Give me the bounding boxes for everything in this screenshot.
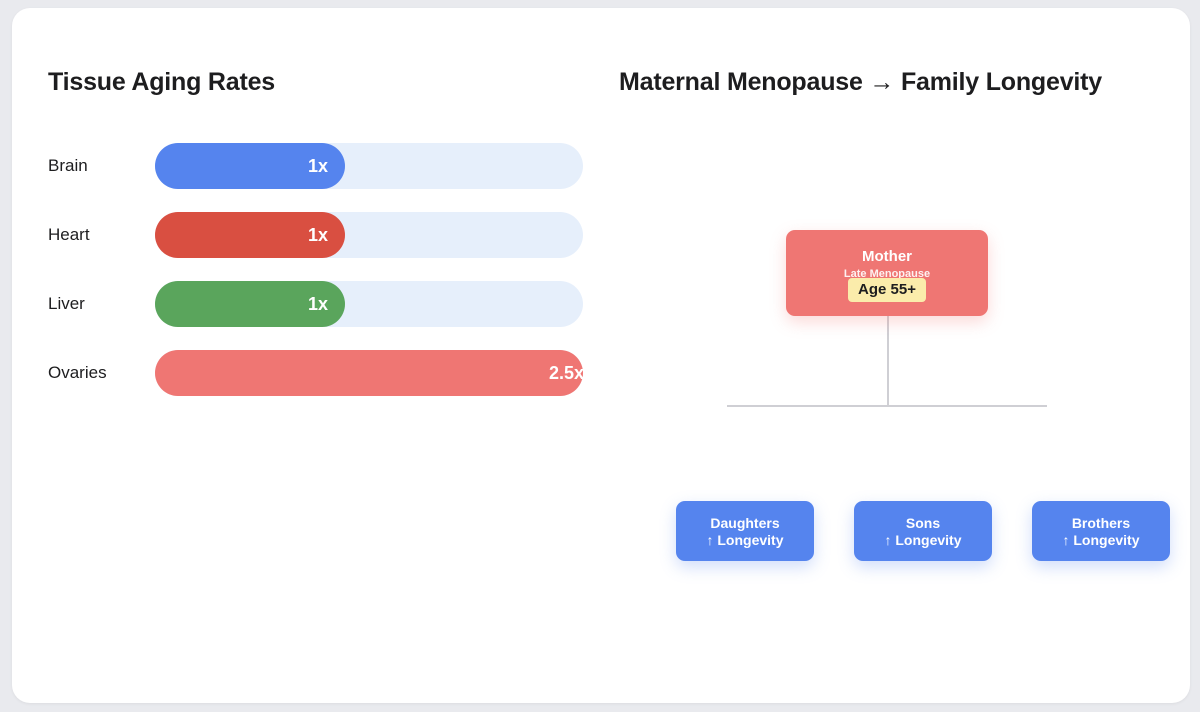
bar-row-heart: Heart 1x <box>48 212 583 258</box>
connector-vertical <box>887 314 889 406</box>
bar-value: 2.5x <box>548 363 584 383</box>
bar-value: 1x <box>307 156 328 176</box>
age-badge: Age 55+ <box>848 278 926 302</box>
child-title: Brothers <box>1071 515 1131 531</box>
child-title: Daughters <box>710 515 780 531</box>
bar-label: Brain <box>48 156 88 175</box>
child-effect: ↑ Longevity <box>1062 532 1140 548</box>
bar-label: Heart <box>48 225 90 244</box>
daughters-node: Daughters ↑ Longevity <box>676 501 814 561</box>
bar-track: 1x <box>155 143 583 189</box>
mother-title: Mother <box>862 248 912 265</box>
bar-value: 1x <box>307 294 328 314</box>
bar-row-liver: Liver 1x <box>48 281 583 327</box>
child-title: Sons <box>905 515 941 531</box>
bar-fill-heart: 1x <box>155 212 345 258</box>
bar-label: Liver <box>48 294 85 313</box>
mother-subtitle: Late Menopause <box>843 268 931 280</box>
bar-value: 1x <box>307 225 328 245</box>
family-longevity-title: Maternal Menopause → Family Longevity <box>619 68 1102 96</box>
sons-node: Sons ↑ Longevity <box>854 501 992 561</box>
bar-track: 1x <box>155 281 583 327</box>
mother-node: Mother Late Menopause Age 55+ <box>786 230 988 316</box>
tissue-aging-title: Tissue Aging Rates <box>48 68 276 96</box>
bar-track: 2.5x <box>155 350 584 396</box>
bar-row-brain: Brain 1x <box>48 143 583 189</box>
bar-label: Ovaries <box>48 363 107 382</box>
bar-fill-liver: 1x <box>155 281 345 327</box>
bar-fill-ovaries: 2.5x <box>155 350 584 396</box>
bar-fill-brain: 1x <box>155 143 345 189</box>
connector-horizontal <box>727 405 1047 407</box>
dashboard-card: Tissue Aging Rates Brain 1x Heart 1x Liv… <box>12 8 1190 703</box>
bar-track: 1x <box>155 212 583 258</box>
bar-row-ovaries: Ovaries 2.5x <box>48 350 584 396</box>
child-effect: ↑ Longevity <box>884 532 962 548</box>
child-effect: ↑ Longevity <box>706 532 784 548</box>
brothers-node: Brothers ↑ Longevity <box>1032 501 1170 561</box>
